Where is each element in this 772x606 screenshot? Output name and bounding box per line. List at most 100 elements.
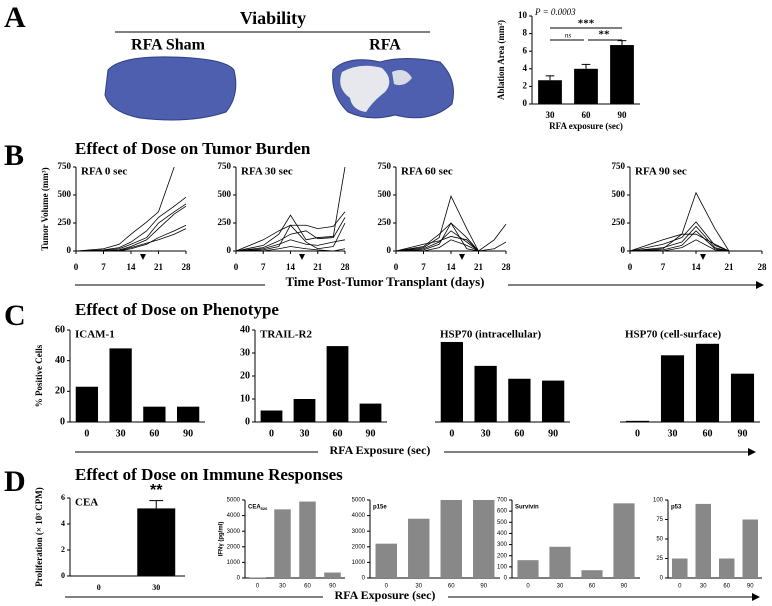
bar xyxy=(610,45,634,104)
y-tick-label: 0 xyxy=(621,245,626,255)
y-tick-label: 5000 xyxy=(352,498,366,504)
x-tick-label: 30 xyxy=(481,428,491,439)
y-tick-label: 0 xyxy=(362,576,366,582)
y-tick-label: 5000 xyxy=(227,498,241,504)
bar xyxy=(541,380,565,422)
x-tick-label: 0 xyxy=(678,584,682,590)
x-tick-label: 14 xyxy=(127,262,137,272)
image-label: RFA xyxy=(369,37,401,54)
x-axis-label: RFA Exposure (sec) xyxy=(335,588,436,602)
y-tick-label: 60 xyxy=(55,324,65,335)
x-tick-label: 14 xyxy=(692,262,702,272)
x-tick-label: 60 xyxy=(703,428,713,439)
treatment-marker xyxy=(299,254,305,260)
y-tick-label: 6 xyxy=(61,493,65,502)
y-axis-label: Ablation Area (mm²) xyxy=(496,20,506,100)
x-tick-label: 90 xyxy=(366,428,376,439)
x-tick-label: 0 xyxy=(449,428,454,439)
x-tick-label: 30 xyxy=(116,428,126,439)
x-tick-label: 90 xyxy=(183,428,193,439)
series-line xyxy=(395,222,479,252)
bar xyxy=(695,343,720,422)
treatment-marker xyxy=(459,254,465,260)
x-tick-label: 28 xyxy=(758,262,768,272)
y-tick-label: 4 xyxy=(61,519,65,528)
y-tick-label: 0 xyxy=(237,576,241,582)
x-tick-label: 30 xyxy=(557,584,564,590)
bar xyxy=(274,509,291,578)
y-tick-label: 3000 xyxy=(352,529,366,535)
y-tick-label: 500 xyxy=(497,520,508,526)
heading: Effect of Dose on Tumor Burden xyxy=(75,139,311,158)
y-tick-label: 2000 xyxy=(227,544,241,550)
y-tick-label: 50 xyxy=(656,537,663,543)
bar xyxy=(671,558,688,578)
y-tick-label: 700 xyxy=(497,498,508,504)
bar xyxy=(625,420,650,422)
annotation: ** xyxy=(599,29,611,41)
x-tick-label: 14 xyxy=(447,262,457,272)
chart-title: HSP70 (intracellular) xyxy=(440,329,541,341)
y-tick-label: 500 xyxy=(378,189,392,199)
y-tick-label: 0 xyxy=(523,98,528,108)
series-line xyxy=(235,211,346,252)
bar xyxy=(75,386,99,422)
y-tick-label: 20 xyxy=(240,370,250,381)
y-tick-label: 500 xyxy=(218,189,232,199)
x-tick-label: 30 xyxy=(700,584,707,590)
arrow-head xyxy=(752,593,760,601)
bar xyxy=(299,501,316,578)
chart-title: p15e xyxy=(373,505,387,511)
x-tick-label: 90 xyxy=(548,428,558,439)
chart-title: RFA 90 sec xyxy=(635,166,687,178)
y-tick-label: 0 xyxy=(504,576,508,582)
bar xyxy=(359,403,382,422)
bar xyxy=(326,346,349,422)
bar xyxy=(473,500,495,578)
y-tick-label: 750 xyxy=(378,161,392,171)
x-tick-label: 90 xyxy=(747,584,754,590)
y-tick-label: 200 xyxy=(497,553,508,559)
panel-letter: B xyxy=(4,139,24,172)
y-tick-label: 300 xyxy=(497,542,508,548)
x-tick-label: 0 xyxy=(385,584,389,590)
y-tick-label: 0 xyxy=(245,416,250,427)
x-tick-label: 90 xyxy=(480,584,487,590)
bar xyxy=(730,373,755,422)
series-line xyxy=(395,195,479,252)
series-line xyxy=(235,166,346,252)
annotation: P = 0.0003 xyxy=(534,7,576,17)
y-axis-label: Tumor Volume (mm³) xyxy=(40,167,50,250)
x-tick-label: 90 xyxy=(738,428,748,439)
y-tick-label: 750 xyxy=(218,161,232,171)
series-line xyxy=(235,239,346,252)
y-tick-label: 750 xyxy=(612,161,626,171)
y-tick-label: 0 xyxy=(387,245,392,255)
x-tick-label: 0 xyxy=(234,262,239,272)
x-tick-label: 90 xyxy=(618,110,628,120)
x-tick-label: 60 xyxy=(582,110,592,120)
chart-title: RFA 60 sec xyxy=(401,166,453,178)
bar xyxy=(137,508,176,576)
heading: Effect of Dose on Immune Responses xyxy=(75,465,343,484)
y-axis-label: % Positive Cells xyxy=(34,344,44,407)
bar xyxy=(440,341,464,422)
series-line xyxy=(75,203,187,252)
bar xyxy=(293,399,316,422)
y-tick-label: 500 xyxy=(612,189,626,199)
y-tick-label: 40 xyxy=(240,324,250,335)
x-tick-label: 7 xyxy=(421,262,426,272)
bar xyxy=(375,543,397,578)
chart-title: RFA 0 sec xyxy=(81,166,127,178)
x-tick-label: 60 xyxy=(333,428,343,439)
chart-title: CEA526 xyxy=(248,505,268,511)
y-axis-label: IFNγ (pg/ml) xyxy=(219,522,225,557)
bar xyxy=(517,560,539,578)
series-line xyxy=(395,222,479,252)
y-tick-label: 0 xyxy=(660,576,664,582)
x-axis-label: RFA exposure (sec) xyxy=(549,121,623,131)
y-tick-label: 100 xyxy=(497,564,508,570)
bar xyxy=(718,558,735,578)
ablation-zone xyxy=(340,65,390,112)
x-tick-label: 28 xyxy=(502,262,512,272)
